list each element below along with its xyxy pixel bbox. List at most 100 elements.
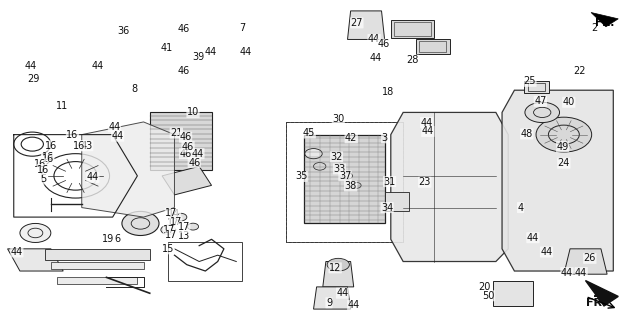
Text: 41: 41 bbox=[161, 43, 173, 53]
Text: 16: 16 bbox=[73, 141, 85, 151]
Bar bbox=[391, 20, 434, 38]
Text: 44: 44 bbox=[420, 117, 433, 128]
Text: 11: 11 bbox=[56, 101, 68, 111]
Text: 44: 44 bbox=[11, 247, 23, 257]
Text: 22: 22 bbox=[573, 66, 586, 76]
Bar bbox=[307, 128, 312, 135]
Text: 5: 5 bbox=[40, 174, 47, 184]
Text: 44: 44 bbox=[240, 46, 252, 57]
Text: 50: 50 bbox=[483, 291, 495, 301]
Text: 44: 44 bbox=[109, 122, 120, 132]
Bar bbox=[286, 122, 403, 243]
Text: 42: 42 bbox=[345, 133, 358, 143]
Text: 35: 35 bbox=[295, 172, 307, 181]
Text: 46: 46 bbox=[179, 132, 192, 142]
Text: 46: 46 bbox=[178, 66, 190, 76]
Text: 44: 44 bbox=[111, 131, 124, 141]
Text: 16: 16 bbox=[66, 130, 79, 140]
Text: 30: 30 bbox=[332, 114, 345, 124]
Bar bbox=[528, 83, 545, 92]
Bar bbox=[394, 22, 431, 36]
Text: 2: 2 bbox=[592, 23, 598, 33]
Text: 25: 25 bbox=[524, 76, 536, 86]
Ellipse shape bbox=[536, 117, 592, 152]
Text: 17: 17 bbox=[163, 225, 176, 236]
Text: 44: 44 bbox=[561, 268, 573, 278]
Text: 44: 44 bbox=[25, 61, 37, 71]
Text: 44: 44 bbox=[87, 172, 99, 182]
Ellipse shape bbox=[305, 148, 322, 159]
Text: 39: 39 bbox=[192, 52, 204, 62]
Bar bbox=[524, 81, 549, 93]
Bar bbox=[304, 135, 384, 223]
Text: 32: 32 bbox=[330, 152, 343, 162]
Text: 6: 6 bbox=[114, 234, 120, 244]
Ellipse shape bbox=[175, 213, 187, 221]
Text: 17: 17 bbox=[178, 222, 190, 232]
Polygon shape bbox=[7, 249, 63, 271]
Ellipse shape bbox=[161, 225, 176, 234]
Text: 46: 46 bbox=[377, 39, 389, 49]
Text: 46: 46 bbox=[178, 24, 190, 34]
Text: 20: 20 bbox=[479, 282, 491, 292]
Polygon shape bbox=[162, 166, 212, 195]
Text: 26: 26 bbox=[584, 253, 596, 263]
Text: 7: 7 bbox=[239, 23, 245, 33]
Text: 43: 43 bbox=[81, 141, 93, 151]
Text: 44: 44 bbox=[91, 61, 103, 71]
Polygon shape bbox=[391, 112, 508, 261]
Text: 16: 16 bbox=[34, 159, 46, 169]
Polygon shape bbox=[323, 261, 354, 287]
Bar bbox=[415, 39, 450, 54]
Text: 49: 49 bbox=[556, 142, 569, 152]
Polygon shape bbox=[82, 122, 175, 217]
Text: 8: 8 bbox=[131, 84, 137, 94]
Polygon shape bbox=[502, 90, 614, 271]
Text: 21: 21 bbox=[170, 128, 183, 138]
Bar bbox=[384, 192, 409, 211]
Text: 44: 44 bbox=[348, 300, 360, 310]
Text: 12: 12 bbox=[329, 263, 342, 273]
Text: 28: 28 bbox=[406, 55, 419, 65]
Text: 44: 44 bbox=[527, 233, 539, 243]
Bar bbox=[45, 249, 150, 260]
Text: 3: 3 bbox=[381, 133, 388, 143]
Text: 36: 36 bbox=[117, 26, 130, 36]
Text: 31: 31 bbox=[383, 177, 396, 187]
Text: 16: 16 bbox=[42, 154, 54, 164]
Text: 47: 47 bbox=[534, 96, 546, 106]
Text: 44: 44 bbox=[192, 149, 204, 159]
Bar bbox=[57, 277, 137, 284]
Text: 13: 13 bbox=[178, 231, 190, 241]
Text: 46: 46 bbox=[182, 142, 194, 152]
Text: FR.: FR. bbox=[586, 298, 607, 308]
Ellipse shape bbox=[20, 223, 51, 243]
Ellipse shape bbox=[548, 125, 579, 144]
Text: 37: 37 bbox=[339, 171, 351, 181]
Text: 44: 44 bbox=[368, 35, 380, 44]
Polygon shape bbox=[591, 12, 619, 27]
Text: 24: 24 bbox=[558, 158, 570, 168]
Text: 29: 29 bbox=[27, 74, 40, 84]
Text: 33: 33 bbox=[333, 164, 346, 174]
Ellipse shape bbox=[327, 258, 350, 271]
Text: 17: 17 bbox=[165, 208, 178, 218]
Text: 27: 27 bbox=[350, 18, 363, 28]
Text: 17: 17 bbox=[170, 217, 182, 227]
Ellipse shape bbox=[122, 212, 159, 236]
Text: 38: 38 bbox=[345, 181, 356, 191]
Text: 44: 44 bbox=[369, 53, 381, 63]
Text: 48: 48 bbox=[520, 129, 533, 139]
Text: 18: 18 bbox=[381, 87, 394, 97]
Text: 40: 40 bbox=[563, 97, 575, 107]
Bar bbox=[150, 112, 212, 170]
Ellipse shape bbox=[525, 102, 560, 123]
Text: FR.: FR. bbox=[595, 18, 614, 28]
Text: 44: 44 bbox=[422, 126, 434, 136]
Text: 10: 10 bbox=[187, 108, 199, 117]
Text: 16: 16 bbox=[37, 164, 50, 174]
Polygon shape bbox=[586, 281, 619, 306]
Text: 44: 44 bbox=[575, 268, 587, 278]
Text: 46: 46 bbox=[188, 157, 201, 168]
Bar bbox=[51, 261, 143, 269]
